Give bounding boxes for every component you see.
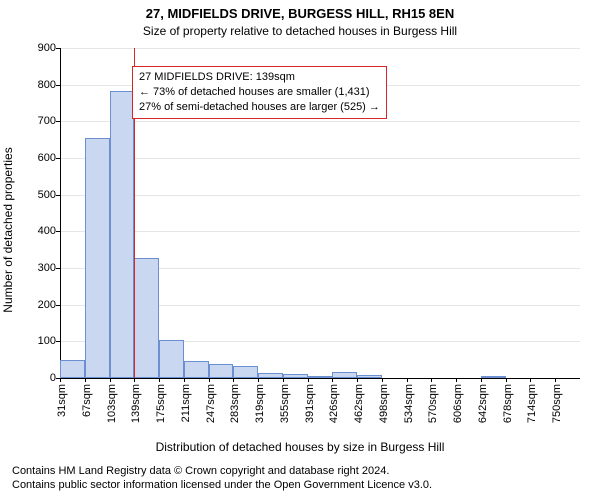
gridline [60,158,580,159]
y-axis-line [60,48,61,378]
x-tick-label: 319sqm [258,345,270,384]
x-tick-label: 211sqm [184,346,196,384]
gridline [60,195,580,196]
annotation-line-1: 27 MIDFIELDS DRIVE: 139sqm [139,70,380,85]
y-tick-label: 200 [38,299,56,311]
y-tick-label: 900 [38,42,56,54]
gridline [60,231,580,232]
x-tick-label: 570sqm [431,345,443,384]
attribution-line-1: Contains HM Land Registry data © Crown c… [12,464,432,478]
x-tick-label: 426sqm [332,345,344,384]
x-tick-label: 355sqm [283,345,295,384]
histogram-bar [85,138,110,378]
chart-title: 27, MIDFIELDS DRIVE, BURGESS HILL, RH15 … [0,6,600,21]
x-tick-label: 678sqm [506,345,518,384]
attribution-line-2: Contains public sector information licen… [12,478,432,492]
x-tick-label: 750sqm [555,345,567,384]
x-tick-label: 498sqm [382,345,394,384]
x-tick-label: 642sqm [481,345,493,384]
y-tick-label: 400 [38,225,56,237]
y-tick-label: 800 [38,79,56,91]
y-tick-label: 500 [38,189,56,201]
x-axis-label: Distribution of detached houses by size … [0,440,600,454]
chart-subtitle: Size of property relative to detached ho… [0,24,600,38]
x-tick-label: 534sqm [407,345,419,384]
x-tick-label: 606sqm [456,345,468,384]
gridline [60,121,580,122]
attribution: Contains HM Land Registry data © Crown c… [12,464,432,493]
x-tick-label: 283sqm [233,345,245,384]
y-axis-label: Number of detached properties [1,147,15,312]
annotation-box: 27 MIDFIELDS DRIVE: 139sqm ← 73% of deta… [132,66,387,119]
x-tick-label: 391sqm [308,345,320,384]
x-tick-label: 175sqm [159,345,171,384]
x-tick-label: 67sqm [85,351,97,384]
plot-area: 010020030040050060070080090031sqm67sqm10… [60,48,580,378]
y-tick-label: 300 [38,262,56,274]
y-tick-label: 100 [38,335,56,347]
x-tick-label: 103sqm [110,345,122,384]
x-tick-label: 139sqm [134,345,146,384]
y-tick-label: 700 [38,115,56,127]
x-tick-label: 31sqm [60,351,72,384]
histogram-bar [110,91,135,378]
annotation-line-3: 27% of semi-detached houses are larger (… [139,100,380,115]
annotation-line-2: ← 73% of detached houses are smaller (1,… [139,85,380,100]
gridline [60,48,580,49]
x-tick-label: 247sqm [209,345,221,384]
x-tick-label: 714sqm [530,345,542,384]
y-tick-label: 600 [38,152,56,164]
x-tick-label: 462sqm [357,345,369,384]
